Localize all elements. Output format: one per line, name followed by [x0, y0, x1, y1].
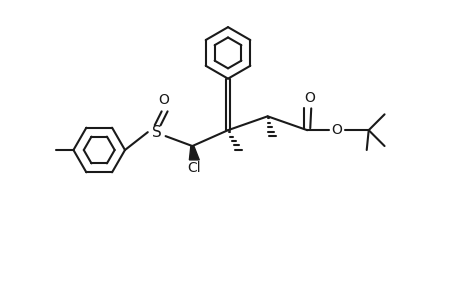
- Polygon shape: [189, 146, 199, 160]
- Text: O: O: [303, 92, 314, 106]
- Text: Cl: Cl: [187, 161, 201, 175]
- Text: S: S: [151, 125, 161, 140]
- Text: O: O: [331, 123, 341, 137]
- Text: O: O: [158, 94, 169, 107]
